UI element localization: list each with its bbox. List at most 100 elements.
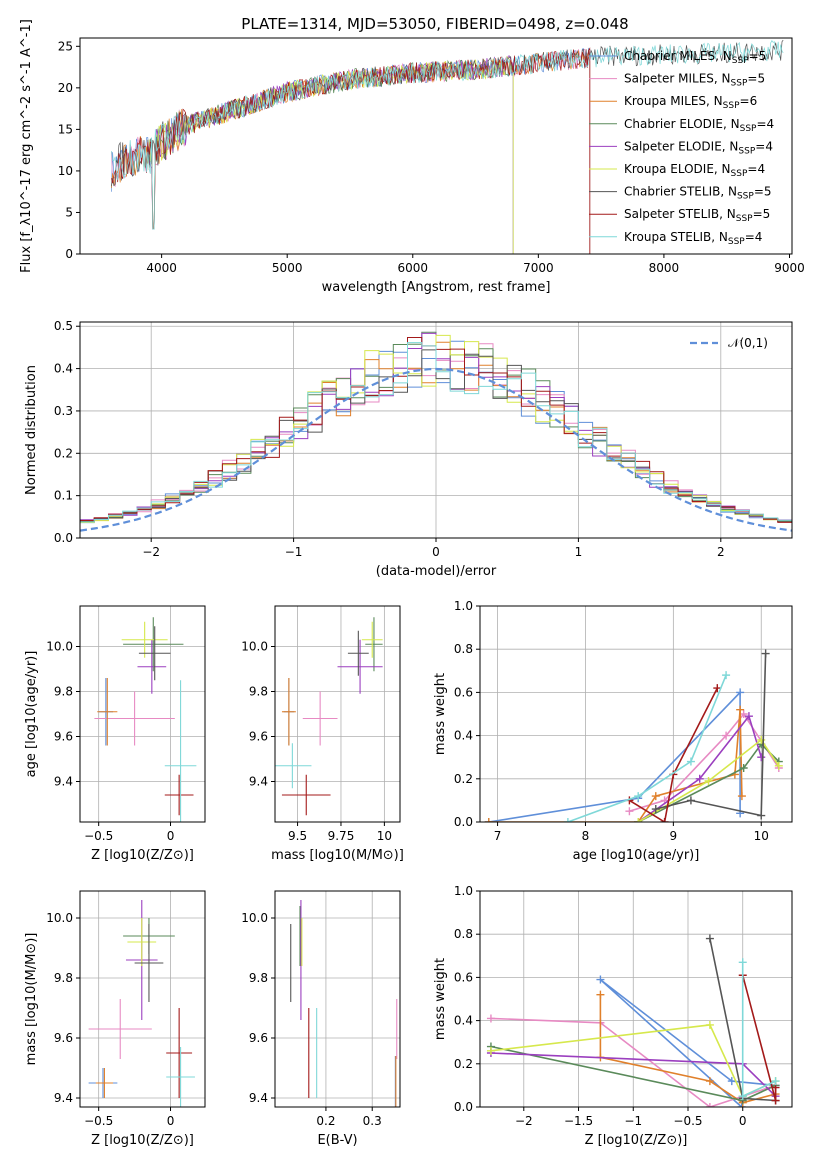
- legend-label: Kroupa MILES, NSSP=6: [624, 94, 757, 111]
- weight-line: [488, 690, 741, 822]
- x-tick-label: 5000: [272, 261, 303, 275]
- weight-marker: [625, 807, 634, 816]
- weight-marker: [761, 649, 770, 658]
- x-tick-label: 4000: [146, 261, 177, 275]
- weight-marker: [596, 990, 605, 999]
- axes-frame: [274, 890, 401, 1108]
- x-tick-label: 0.2: [316, 1114, 335, 1128]
- weight-line: [741, 974, 777, 1101]
- x-tick-label: 0: [432, 545, 440, 559]
- errorbar-point: [138, 626, 171, 681]
- y-tick-label: 9.4: [54, 775, 73, 789]
- weight-marker: [651, 792, 660, 801]
- y-tick-label: 0.8: [454, 927, 473, 941]
- weight-line: [741, 962, 776, 1098]
- weight-marker: [596, 975, 605, 984]
- axes-residuals: −2 −1 0 1 2 0.0 0.1 0.2 0.3 0.4 0.5 (data-model)/er…: [24, 319, 793, 579]
- weight-marker: [651, 805, 660, 814]
- y-tick-label: 0.4: [54, 362, 73, 376]
- x-axis-label: Z [log10(Z/Z⊙)]: [585, 1133, 688, 1148]
- plot-area: [486, 934, 780, 1107]
- y-tick-label: 9.8: [54, 971, 73, 985]
- weight-marker: [705, 1077, 714, 1086]
- weight-marker: [722, 731, 731, 740]
- x-axis-label: wavelength [Angstrom, rest frame]: [322, 280, 551, 295]
- y-tick-label: 0.4: [454, 1014, 473, 1028]
- plot-area: [94, 617, 197, 822]
- y-tick-label: 0.4: [454, 729, 473, 743]
- x-tick-label: 1: [575, 545, 583, 559]
- weight-marker: [771, 1077, 780, 1086]
- weight-marker: [739, 710, 748, 718]
- weight-line: [490, 1017, 776, 1107]
- errorbar-point: [347, 630, 369, 676]
- y-tick-label: 1.0: [454, 884, 473, 898]
- weight-marker: [704, 776, 713, 785]
- plot-area: [484, 649, 783, 822]
- weight-marker: [757, 753, 766, 762]
- y-tick-label: 9.4: [249, 1091, 268, 1105]
- weight-marker: [739, 764, 748, 772]
- y-tick-label: 0.0: [454, 815, 473, 829]
- y-tick-label: 0.2: [454, 1057, 473, 1071]
- y-tick-label: 9.6: [54, 730, 73, 744]
- weight-line: [637, 738, 780, 822]
- errorbar-point: [281, 774, 331, 816]
- weight-marker: [563, 818, 572, 822]
- axes-frame: [479, 605, 793, 823]
- x-tick-label: −1: [285, 545, 303, 559]
- y-tick-label: 10.0: [241, 640, 268, 654]
- axes-mass_vs_Z: −0.5 0 9.4 9.6 9.8 10.0 Z [log10(Z/Z⊙)] mass [l…: [24, 890, 206, 1148]
- y-tick-label: 0.2: [454, 772, 473, 786]
- weight-marker: [738, 1092, 747, 1101]
- y-tick-label: 5: [65, 205, 73, 219]
- x-tick-label: 0.3: [363, 1114, 382, 1128]
- errorbar-point: [97, 678, 118, 746]
- errorbar-point: [137, 639, 167, 694]
- x-tick-label: 7: [494, 829, 502, 843]
- weight-marker: [774, 761, 783, 770]
- x-tick-label: −1.5: [564, 1114, 593, 1128]
- axes-mass_vs_ebv: 0.2 0.3 9.4 9.6 9.8 10.0 E(B-V): [241, 890, 401, 1148]
- weight-marker: [695, 774, 704, 783]
- y-tick-label: 9.4: [249, 775, 268, 789]
- legend-label: Kroupa STELIB, NSSP=4: [624, 230, 762, 247]
- x-tick-label: 9.5: [288, 829, 307, 843]
- x-tick-label: 7000: [523, 261, 554, 275]
- x-tick-label: −2: [142, 545, 160, 559]
- errorbar-point: [164, 680, 197, 822]
- weight-marker: [686, 757, 695, 766]
- errorbar-point: [166, 1047, 195, 1107]
- y-tick-label: 10.0: [46, 911, 73, 925]
- y-tick-label: 25: [58, 39, 73, 53]
- axes-age_vs_mass: 9.5 9.75 10 9.4 9.6 9.8 10.0 mass [log10(M/M⊙)]: [241, 605, 404, 863]
- weight-marker: [660, 818, 669, 822]
- x-tick-label: 2: [717, 545, 725, 559]
- y-tick-label: 9.4: [54, 1091, 73, 1105]
- legend-label: Salpeter STELIB, NSSP=5: [624, 207, 770, 224]
- x-tick-label: 9: [670, 829, 678, 843]
- axes-weight_vs_age: 7 8 9 10 0.0 0.2 0.4 0.6 0.8 1.0 age [log10(age/yr…: [433, 599, 793, 863]
- y-tick-label: 10.0: [241, 911, 268, 925]
- axes-weight_vs_Z: −2 −1.5 −1 −0.5 0 0.0 0.2 0.4 0.6 0.8 1.0 Z [log10(…: [433, 884, 793, 1148]
- weight-marker: [705, 934, 714, 943]
- weight-marker: [705, 1020, 714, 1029]
- spectrum-line: [111, 40, 784, 230]
- errorbar-point: [164, 774, 194, 816]
- weight-marker: [686, 796, 695, 805]
- x-tick-label: 9.75: [328, 829, 355, 843]
- y-tick-label: 0.8: [454, 642, 473, 656]
- y-tick-label: 9.8: [249, 971, 268, 985]
- x-tick-label: 0: [739, 1114, 747, 1128]
- y-axis-label: mass [log10(M/M⊙)]: [24, 933, 39, 1066]
- axes-frame: [274, 605, 401, 823]
- errorbar-point: [281, 678, 296, 746]
- x-tick-label: 0: [167, 829, 175, 843]
- x-tick-label: −0.5: [84, 829, 113, 843]
- weight-marker: [736, 705, 745, 714]
- x-tick-label: −1: [624, 1114, 642, 1128]
- x-tick-label: −2: [515, 1114, 533, 1128]
- histogram-step: [80, 342, 792, 523]
- weight-marker: [634, 792, 643, 801]
- axes-age_vs_Z: −0.5 0 9.4 9.6 9.8 10.0 Z [log10(Z/Z⊙)] age [lo…: [24, 605, 206, 863]
